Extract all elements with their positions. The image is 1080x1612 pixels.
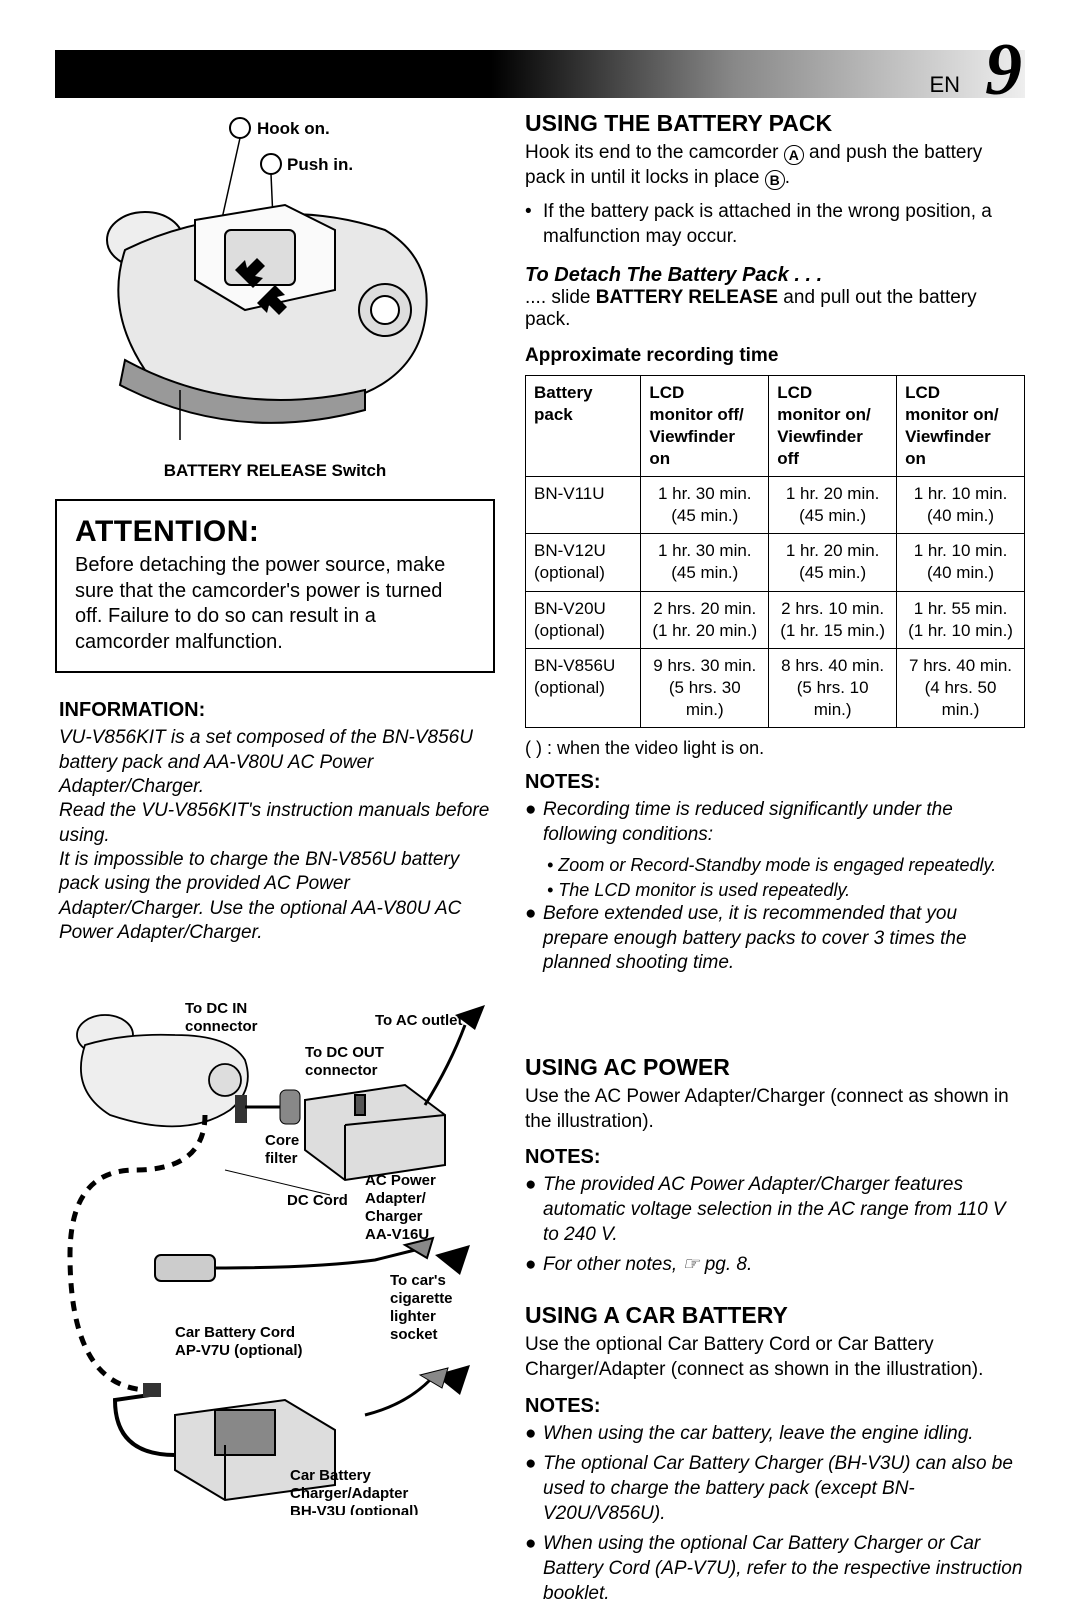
svg-text:connector: connector — [185, 1018, 258, 1035]
table-row: BN-V11U1 hr. 30 min.(45 min.)1 hr. 20 mi… — [526, 477, 1025, 534]
svg-text:cigarette: cigarette — [390, 1290, 453, 1307]
car-note-3: ●When using the optional Car Battery Cha… — [525, 1532, 1025, 1606]
svg-text:Core: Core — [265, 1132, 299, 1149]
svg-text:socket: socket — [390, 1326, 438, 1343]
table-note: ( ) : when the video light is on. — [525, 738, 1025, 759]
svg-text:To DC IN: To DC IN — [185, 1000, 247, 1017]
car-intro: Use the optional Car Battery Cord or Car… — [525, 1333, 1025, 1382]
marker-a-icon: A — [784, 145, 804, 165]
svg-text:To DC OUT: To DC OUT — [305, 1044, 384, 1061]
svg-text:To car's: To car's — [390, 1272, 446, 1289]
battery-release-caption: BATTERY RELEASE Switch — [55, 461, 495, 481]
attention-text: Before detaching the power source, make … — [75, 553, 475, 655]
hook-on-label: Hook on. — [257, 119, 330, 138]
marker-b-icon: B — [765, 170, 785, 190]
attention-box: ATTENTION: Before detaching the power so… — [55, 499, 495, 673]
using-car-heading: USING A CAR BATTERY — [525, 1302, 1025, 1329]
recording-time-table: Battery pack LCDmonitor off/Viewfinder o… — [525, 375, 1025, 728]
battery-note-2: ●Before extended use, it is recommended … — [525, 902, 1025, 976]
ac-intro: Use the AC Power Adapter/Charger (connec… — [525, 1085, 1025, 1134]
ac-notes-heading: NOTES: — [525, 1146, 1025, 1169]
th-lcd-on-vf-on: LCDmonitor on/Viewfinder on — [897, 375, 1025, 476]
svg-text:Charger/Adapter: Charger/Adapter — [290, 1485, 409, 1502]
information-block: INFORMATION: VU-V856KIT is a set compose… — [55, 699, 495, 945]
detach-heading: To Detach The Battery Pack . . . — [525, 264, 1025, 287]
battery-note-1b: • The LCD monitor is used repeatedly. — [547, 878, 1025, 902]
svg-text:lighter: lighter — [390, 1308, 436, 1325]
push-in-label: Push in. — [287, 155, 353, 174]
svg-text:BH-V3U (optional): BH-V3U (optional) — [290, 1503, 418, 1515]
information-p3: It is impossible to charge the BN-V856U … — [59, 848, 491, 945]
svg-text:DC Cord: DC Cord — [287, 1192, 348, 1209]
information-heading: INFORMATION: — [59, 699, 491, 722]
information-p2: Read the VU-V856KIT's instruction manual… — [59, 799, 491, 848]
svg-text:Adapter/: Adapter/ — [365, 1190, 427, 1207]
battery-attach-figure: Hook on. Push in. — [55, 110, 495, 481]
battery-notes-heading: NOTES: — [525, 771, 1025, 794]
th-lcd-off: LCDmonitor off/Viewfinder on — [641, 375, 769, 476]
svg-text:Car Battery Cord: Car Battery Cord — [175, 1324, 295, 1341]
svg-text:Car Battery: Car Battery — [290, 1467, 372, 1484]
battery-bullet-1: •If the battery pack is attached in the … — [525, 200, 1025, 249]
svg-text:To AC outlet: To AC outlet — [375, 1012, 462, 1029]
information-p1: VU-V856KIT is a set composed of the BN-V… — [59, 726, 491, 799]
battery-intro: Hook its end to the camcorder A and push… — [525, 141, 1025, 190]
detach-line: .... slide BATTERY RELEASE and pull out … — [525, 287, 1025, 331]
table-title: Approximate recording time — [525, 345, 1025, 367]
using-battery-heading: USING THE BATTERY PACK — [525, 110, 1025, 137]
using-ac-heading: USING AC POWER — [525, 1054, 1025, 1081]
ac-note-2: ●For other notes, ☞ pg. 8. — [525, 1253, 1025, 1278]
page-lang: EN — [929, 72, 960, 98]
battery-note-1: ●Recording time is reduced significantly… — [525, 798, 1025, 847]
table-row: BN-V12U(optional)1 hr. 30 min.(45 min.)1… — [526, 534, 1025, 591]
svg-text:Charger: Charger — [365, 1208, 423, 1225]
car-note-2: ●The optional Car Battery Charger (BH-V3… — [525, 1452, 1025, 1526]
car-note-1: ●When using the car battery, leave the e… — [525, 1422, 1025, 1447]
svg-text:connector: connector — [305, 1062, 378, 1079]
th-lcd-on-vf-off: LCDmonitor on/Viewfinder off — [769, 375, 897, 476]
battery-note-1a: • Zoom or Record-Standby mode is engaged… — [547, 853, 1025, 877]
wiring-figure: To DC IN connector To AC outlet To DC OU… — [55, 995, 495, 1520]
ac-note-1: ●The provided AC Power Adapter/Charger f… — [525, 1173, 1025, 1247]
attention-heading: ATTENTION: — [75, 515, 475, 549]
svg-text:AC Power: AC Power — [365, 1172, 436, 1189]
page-number: 9 — [985, 28, 1022, 113]
svg-text:AP-V7U (optional): AP-V7U (optional) — [175, 1342, 303, 1359]
table-row: BN-V20U(optional)2 hrs. 20 min.(1 hr. 20… — [526, 591, 1025, 648]
svg-text:filter: filter — [265, 1150, 298, 1167]
header-bar — [55, 50, 1025, 98]
th-battery: Battery pack — [526, 375, 641, 476]
car-notes-heading: NOTES: — [525, 1395, 1025, 1418]
table-row: BN-V856U(optional)9 hrs. 30 min.(5 hrs. … — [526, 648, 1025, 727]
